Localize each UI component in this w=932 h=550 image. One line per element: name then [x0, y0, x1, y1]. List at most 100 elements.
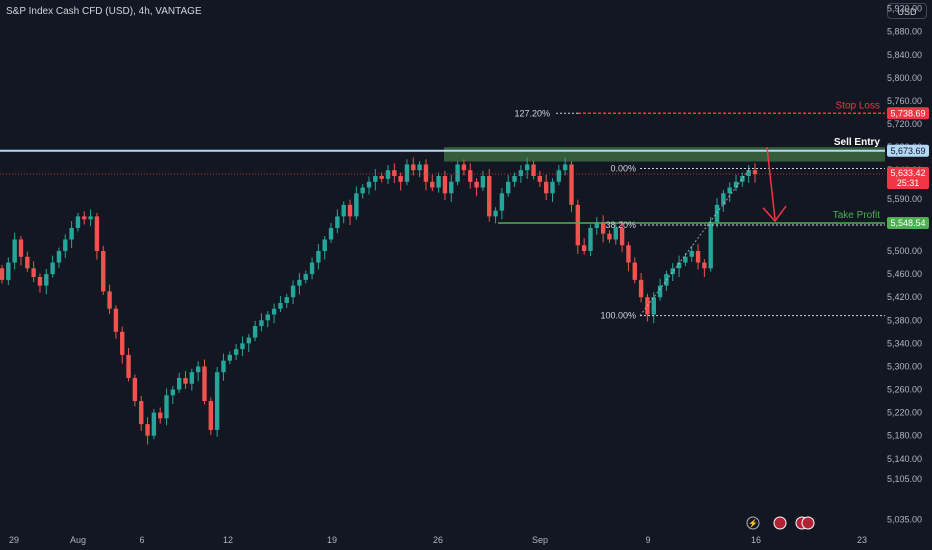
us-flag-icon[interactable] — [773, 516, 787, 530]
candle-body — [537, 176, 543, 182]
candle-body — [31, 268, 36, 277]
candle-body — [309, 262, 315, 275]
y-tick-label: 5,760.00 — [887, 96, 922, 106]
candle-body — [417, 164, 422, 171]
candle-body — [176, 377, 182, 390]
fib-label: 0.00% — [610, 163, 636, 173]
candle-body — [600, 222, 606, 234]
candle-body — [562, 164, 568, 171]
candle-body — [474, 181, 479, 188]
candle-body — [132, 377, 138, 402]
y-tick-label: 5,380.00 — [887, 315, 922, 325]
sell-arrow — [766, 147, 776, 220]
candle-body — [341, 204, 346, 217]
candle-body — [708, 222, 713, 269]
candle-body — [0, 268, 5, 280]
sell-arrow-head — [762, 205, 787, 223]
candle-body — [202, 366, 207, 402]
candle-body — [252, 326, 258, 338]
candle-body — [88, 216, 93, 220]
candle-body — [271, 308, 277, 315]
x-tick-label: Sep — [532, 535, 548, 545]
take-profit-text: Take Profit — [833, 210, 880, 221]
candle-body — [398, 176, 403, 182]
candle-body — [120, 331, 125, 355]
candle-body — [94, 216, 100, 252]
candle-body — [157, 412, 163, 419]
candle-body — [82, 216, 87, 220]
lightning-icon[interactable] — [746, 516, 760, 530]
candle-body — [69, 227, 74, 240]
x-tick-label: 26 — [433, 535, 443, 545]
fib-label: 127.20% — [514, 108, 550, 118]
y-tick-label: 5,800.00 — [887, 73, 922, 83]
currency-selector[interactable]: USD — [887, 3, 927, 19]
y-tick-label: 5,880.00 — [887, 27, 922, 37]
fib-trend-line — [639, 168, 751, 316]
candle-body — [25, 256, 30, 269]
candle-body — [746, 170, 751, 176]
candle-body — [303, 274, 308, 280]
candle-body — [461, 164, 467, 171]
us-flag-icon[interactable] — [801, 516, 815, 530]
candle-body — [214, 372, 220, 430]
x-tick-label: 9 — [645, 535, 650, 545]
candle-body — [442, 176, 448, 194]
candle-body — [322, 239, 327, 252]
take-profit-badge-label: 5,548.54 — [890, 218, 925, 228]
current-price-label: 5,633.42 — [890, 168, 925, 178]
sell-zone — [444, 147, 885, 162]
candle-body — [676, 262, 682, 269]
y-tick-label: 5,105.00 — [887, 474, 922, 484]
candle-body — [208, 401, 214, 430]
candle-body — [347, 204, 353, 217]
x-tick-label: Aug — [70, 535, 86, 545]
candle-body — [113, 308, 119, 332]
candle-body — [183, 377, 188, 384]
lightning-glyph: ⚡ — [748, 518, 758, 528]
candle-body — [246, 337, 251, 344]
candle-body — [233, 349, 239, 355]
candle-body — [366, 181, 372, 188]
candle-body — [189, 372, 195, 384]
candle-body — [588, 227, 593, 252]
x-tick-label: 29 — [9, 535, 19, 545]
candle-body — [493, 210, 498, 217]
y-tick-label: 5,140.00 — [887, 454, 922, 464]
candle-body — [284, 297, 289, 303]
candle-body — [518, 170, 524, 176]
candle-body — [145, 424, 150, 436]
candle-body — [714, 204, 720, 223]
candle-body — [139, 401, 144, 425]
candle-body — [455, 164, 460, 182]
candle-body — [683, 256, 688, 263]
candle-body — [360, 187, 365, 194]
candle-body — [37, 276, 43, 286]
candle-body — [626, 245, 631, 263]
candle-body — [75, 216, 81, 228]
candle-body — [632, 262, 637, 280]
candle-body — [195, 366, 201, 373]
candle-body — [727, 187, 732, 194]
candle-body — [227, 354, 232, 361]
current-price-badge — [887, 167, 929, 190]
x-tick-label: 19 — [327, 535, 337, 545]
candle-body — [50, 262, 55, 275]
candle-body — [107, 291, 112, 309]
candle-body — [543, 181, 549, 194]
candle-body — [525, 164, 530, 171]
y-tick-label: 5,340.00 — [887, 338, 922, 348]
candle-body — [240, 343, 245, 350]
x-tick-label: 16 — [751, 535, 761, 545]
candle-body — [6, 262, 11, 280]
fib-label: 100.00% — [600, 311, 636, 321]
candle-body — [512, 176, 517, 182]
candle-body — [164, 395, 169, 419]
candle-body — [581, 245, 587, 252]
stop-loss-text: Stop Loss — [836, 100, 880, 111]
candle-body — [740, 176, 745, 182]
candle-body — [379, 176, 384, 179]
y-tick-label: 5,720.00 — [887, 119, 922, 129]
